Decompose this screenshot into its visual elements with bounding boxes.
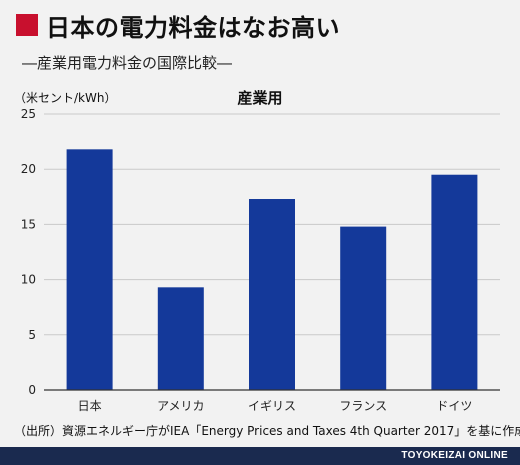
y-tick-label: 20: [21, 162, 36, 176]
x-tick-label: ドイツ: [436, 399, 472, 413]
x-tick-label: イギリス: [248, 399, 296, 413]
y-tick-label: 15: [21, 217, 36, 231]
y-tick-label: 0: [28, 383, 36, 397]
page-title: 日本の電力料金はなお高い: [46, 13, 340, 42]
y-tick-label: 25: [21, 107, 36, 121]
chart-title: 産業用: [237, 89, 283, 107]
title-row: 日本の電力料金はなお高い: [16, 10, 340, 42]
bar: [66, 149, 113, 390]
bar: [431, 174, 478, 390]
y-axis-unit-label: （米セント/kWh）: [14, 91, 117, 105]
bar: [249, 199, 295, 390]
source-note: （出所）資源エネルギー庁がIEA「Energy Prices and Taxes…: [14, 424, 520, 438]
bar: [340, 226, 387, 390]
x-tick-labels: 日本 アメリカ イギリス フランス ドイツ: [78, 399, 473, 413]
y-tick-label: 5: [28, 328, 36, 342]
bars: [66, 149, 478, 390]
x-tick-label: フランス: [339, 399, 387, 413]
footer-brand: TOYOKEIZAI ONLINE: [0, 447, 520, 465]
x-tick-label: 日本: [78, 399, 102, 413]
title-marker: [16, 14, 38, 36]
x-tick-label: アメリカ: [157, 399, 204, 413]
bar: [157, 287, 204, 390]
y-tick-labels: 0 5 10 15 20 25: [21, 107, 36, 397]
page-subtitle: ―産業用電力料金の国際比較―: [22, 54, 233, 72]
y-tick-label: 10: [21, 273, 36, 287]
